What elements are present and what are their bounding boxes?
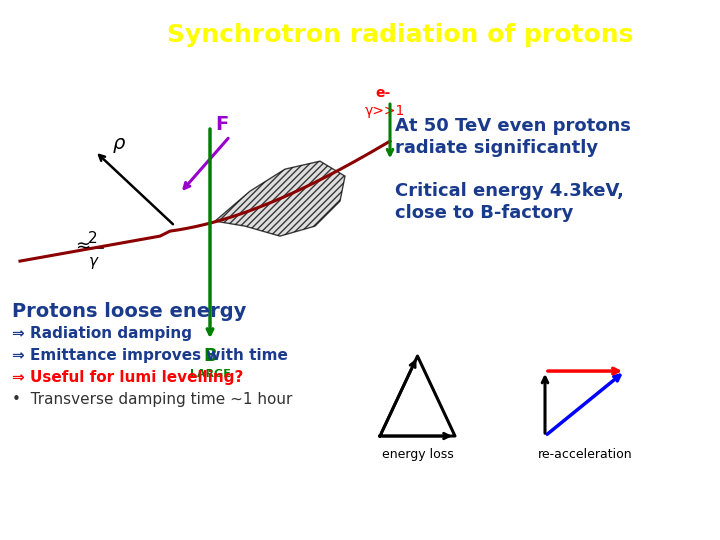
Text: re-acceleration: re-acceleration — [538, 448, 632, 461]
Text: energy loss: energy loss — [382, 448, 454, 461]
Text: e-: e- — [375, 86, 390, 100]
Text: Synchrotron radiation of protons: Synchrotron radiation of protons — [167, 23, 633, 47]
Text: γ: γ — [89, 254, 97, 268]
Text: ≈: ≈ — [75, 237, 90, 255]
Text: At 50 TeV even protons: At 50 TeV even protons — [395, 117, 631, 135]
Text: ⇒ Radiation damping: ⇒ Radiation damping — [12, 326, 192, 341]
Text: close to B-factory: close to B-factory — [395, 204, 573, 222]
Text: γ>>1: γ>>1 — [365, 104, 405, 118]
Text: 16: 16 — [688, 504, 713, 522]
Text: F: F — [215, 114, 228, 134]
Text: Protons loose energy: Protons loose energy — [12, 301, 246, 321]
Text: Michael Benedikt: Michael Benedikt — [70, 508, 154, 518]
Text: CERN: CERN — [23, 504, 47, 514]
Text: B: B — [203, 347, 217, 365]
Text: ρ: ρ — [113, 134, 125, 153]
Text: Critical energy 4.3keV,: Critical energy 4.3keV, — [395, 182, 624, 200]
Text: radiate significantly: radiate significantly — [395, 139, 598, 157]
Text: Future Circular Collider Study: Future Circular Collider Study — [70, 495, 213, 505]
Text: ⇒ Emittance improves with time: ⇒ Emittance improves with time — [12, 348, 288, 362]
Text: Epiphany 2015 Cracow, 8th January 2015: Epiphany 2015 Cracow, 8th January 2015 — [70, 521, 274, 531]
Text: 2: 2 — [88, 231, 98, 246]
Text: ⇒ Useful for lumi levelling?: ⇒ Useful for lumi levelling? — [12, 369, 243, 384]
Text: •  Transverse damping time ~1 hour: • Transverse damping time ~1 hour — [12, 392, 292, 407]
Text: FCC: FCC — [42, 23, 68, 36]
Polygon shape — [215, 161, 345, 236]
Text: hh ee he: hh ee he — [41, 39, 69, 45]
Text: LARGE: LARGE — [189, 369, 230, 379]
